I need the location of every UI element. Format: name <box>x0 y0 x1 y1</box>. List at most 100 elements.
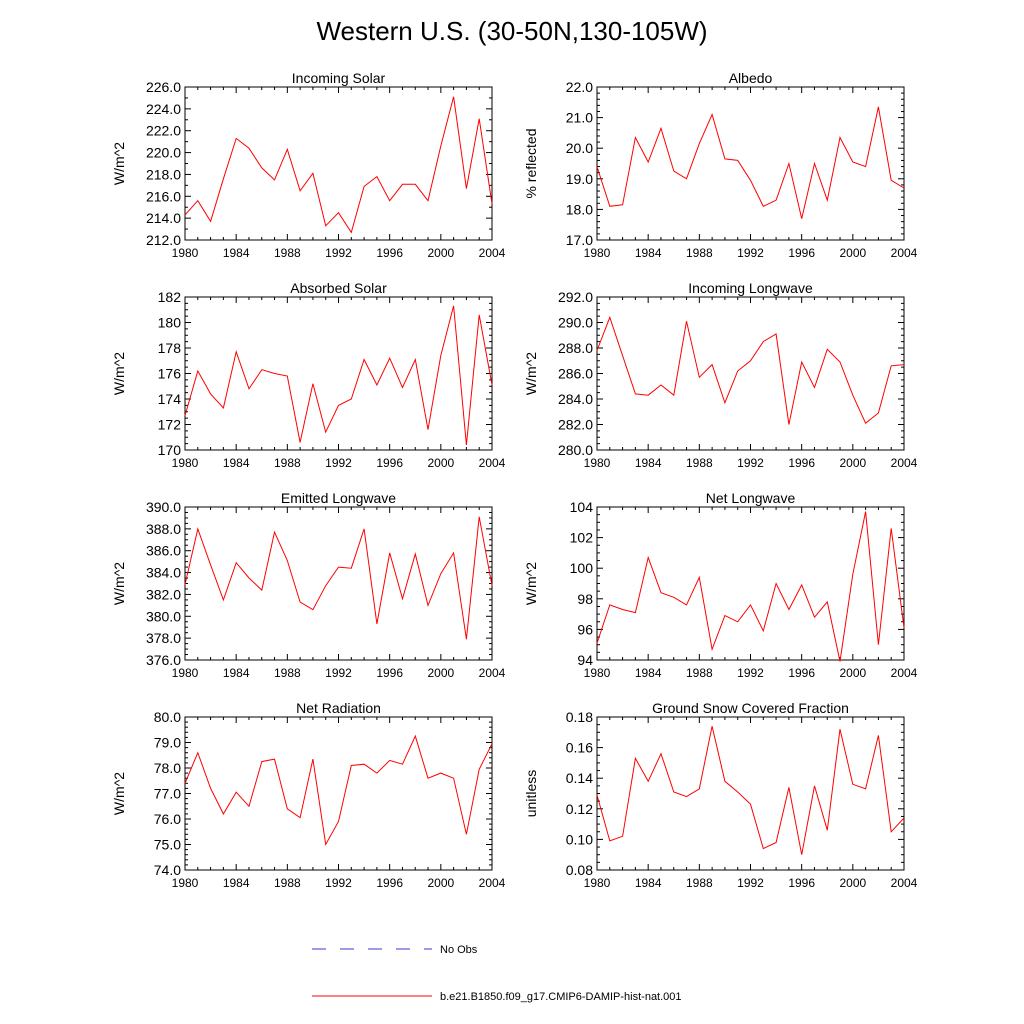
chart-absorbed-solar-xtick-label: 2004 <box>479 456 506 470</box>
chart-emitted-longwave-series-line <box>184 516 493 640</box>
chart-ground-snow-covered-fraction-xtick-label: 1984 <box>635 876 662 890</box>
chart-emitted-longwave-ytick-label: 386.0 <box>146 543 181 559</box>
chart-incoming-longwave-xtick-label: 1996 <box>788 456 815 470</box>
chart-incoming-longwave-title: Incoming Longwave <box>688 280 813 296</box>
chart-net-longwave: 1980 1984 1988 1992 1996 2000 2004 94 96 98 100 102… <box>523 490 918 680</box>
chart-ground-snow-covered-fraction-ytick-label: 0.14 <box>566 770 593 786</box>
chart-incoming-longwave-ylabel: W/m^2 <box>523 352 539 395</box>
chart-albedo-ylabel: % reflected <box>523 128 539 198</box>
chart-ground-snow-covered-fraction: 1980 1984 1988 1992 1996 2000 2004 0.08 0.10 0.12… <box>523 700 918 890</box>
chart-absorbed-solar-ytick-label: 180 <box>158 315 182 331</box>
chart-emitted-longwave-ytick-label: 382.0 <box>146 586 181 602</box>
chart-incoming-solar-xtick-label: 2000 <box>427 246 454 260</box>
chart-absorbed-solar-ylabel: W/m^2 <box>111 352 127 395</box>
chart-incoming-longwave-ytick-label: 280.0 <box>558 442 593 458</box>
chart-albedo-ytick-label: 18.0 <box>566 201 593 217</box>
chart-net-longwave-xtick-label: 1984 <box>635 666 662 680</box>
chart-absorbed-solar-xtick-label: 2000 <box>427 456 454 470</box>
chart-emitted-longwave-xtick-label: 1996 <box>376 666 403 680</box>
chart-incoming-longwave-xtick-label: 2000 <box>839 456 866 470</box>
chart-net-longwave-frame <box>596 506 905 661</box>
chart-incoming-longwave: 1980 1984 1988 1992 1996 2000 2004 280.0 282.0 28… <box>523 280 918 470</box>
chart-ground-snow-covered-fraction-ytick-label: 0.08 <box>566 862 593 878</box>
chart-emitted-longwave-xtick-label: 1984 <box>223 666 250 680</box>
chart-absorbed-solar-ytick-label: 170 <box>158 442 182 458</box>
chart-net-longwave-xtick-label: 1992 <box>737 666 764 680</box>
legend-label-no-obs: No Obs <box>440 944 478 956</box>
chart-net-longwave-xtick-label: 1996 <box>788 666 815 680</box>
chart-incoming-solar-ytick-label: 226.0 <box>146 79 181 95</box>
chart-net-longwave-ytick-label: 98 <box>577 591 593 607</box>
chart-albedo-ytick-label: 22.0 <box>566 79 593 95</box>
panels: 1980 1984 1988 1992 1996 2000 2004 212.0 214.0 21… <box>111 70 918 890</box>
chart-emitted-longwave-title: Emitted Longwave <box>281 490 396 506</box>
chart-net-radiation-ytick-label: 77.0 <box>154 786 181 802</box>
chart-emitted-longwave-ytick-label: 378.0 <box>146 630 181 646</box>
chart-net-radiation-xtick-label: 1984 <box>223 876 250 890</box>
chart-absorbed-solar-title: Absorbed Solar <box>290 280 387 296</box>
chart-incoming-solar: 1980 1984 1988 1992 1996 2000 2004 212.0 214.0 21… <box>111 70 506 260</box>
chart-absorbed-solar-xtick-label: 1992 <box>325 456 352 470</box>
chart-albedo-xtick-label: 1980 <box>584 246 611 260</box>
chart-albedo-ytick-label: 19.0 <box>566 171 593 187</box>
chart-albedo: 1980 1984 1988 1992 1996 2000 2004 17.0 18.0 19.0… <box>523 70 918 260</box>
chart-net-longwave-xtick-label: 1988 <box>686 666 713 680</box>
chart-incoming-solar-xtick-label: 1996 <box>376 246 403 260</box>
chart-albedo-xtick-label: 1988 <box>686 246 713 260</box>
chart-incoming-solar-xtick-label: 1980 <box>172 246 199 260</box>
chart-ground-snow-covered-fraction-xtick-label: 1988 <box>686 876 713 890</box>
chart-emitted-longwave-ytick-label: 376.0 <box>146 652 181 668</box>
chart-albedo-ytick-label: 20.0 <box>566 140 593 156</box>
chart-incoming-solar-frame <box>184 86 493 241</box>
chart-incoming-longwave-ytick-label: 292.0 <box>558 289 593 305</box>
chart-emitted-longwave-xtick-label: 2004 <box>479 666 506 680</box>
chart-emitted-longwave-frame <box>184 506 493 661</box>
chart-incoming-solar-ytick-label: 222.0 <box>146 123 181 139</box>
chart-absorbed-solar: 1980 1984 1988 1992 1996 2000 2004 170 172 174 176… <box>111 280 506 470</box>
chart-incoming-longwave-ytick-label: 284.0 <box>558 391 593 407</box>
chart-net-longwave-ylabel: W/m^2 <box>523 562 539 605</box>
chart-net-radiation: 1980 1984 1988 1992 1996 2000 2004 74.0 75.0 76.0… <box>111 700 506 890</box>
chart-net-longwave-xtick-label: 2000 <box>839 666 866 680</box>
chart-albedo-xtick-label: 2004 <box>891 246 918 260</box>
chart-albedo-xtick-label: 2000 <box>839 246 866 260</box>
chart-incoming-longwave-xtick-label: 1988 <box>686 456 713 470</box>
chart-ground-snow-covered-fraction-ytick-label: 0.10 <box>566 831 593 847</box>
chart-ground-snow-covered-fraction-xtick-label: 2000 <box>839 876 866 890</box>
chart-absorbed-solar-xtick-label: 1980 <box>172 456 199 470</box>
chart-ground-snow-covered-fraction-ylabel: unitless <box>523 770 539 817</box>
chart-net-longwave-series-line <box>596 511 905 662</box>
chart-emitted-longwave: 1980 1984 1988 1992 1996 2000 2004 376.0 378.0 38… <box>111 490 506 680</box>
chart-albedo-title: Albedo <box>729 70 773 86</box>
chart-incoming-solar-series-line <box>184 96 493 234</box>
chart-net-radiation-xtick-label: 2000 <box>427 876 454 890</box>
chart-incoming-longwave-xtick-label: 1984 <box>635 456 662 470</box>
chart-incoming-solar-xtick-label: 1992 <box>325 246 352 260</box>
chart-net-longwave-ytick-label: 104 <box>570 499 594 515</box>
chart-incoming-solar-xtick-label: 1984 <box>223 246 250 260</box>
chart-emitted-longwave-xtick-label: 1980 <box>172 666 199 680</box>
chart-emitted-longwave-xtick-label: 1988 <box>274 666 301 680</box>
legend-label-model: b.e21.B1850.f09_g17.CMIP6-DAMIP-hist-nat… <box>440 991 682 1003</box>
chart-incoming-solar-ytick-label: 220.0 <box>146 145 181 161</box>
chart-absorbed-solar-ytick-label: 172 <box>158 417 182 433</box>
chart-emitted-longwave-xtick-label: 2000 <box>427 666 454 680</box>
chart-net-radiation-frame <box>184 716 493 871</box>
chart-net-radiation-xtick-label: 2004 <box>479 876 506 890</box>
chart-net-longwave-xtick-label: 2004 <box>891 666 918 680</box>
chart-albedo-xtick-label: 1992 <box>737 246 764 260</box>
chart-incoming-solar-xtick-label: 1988 <box>274 246 301 260</box>
chart-emitted-longwave-xtick-label: 1992 <box>325 666 352 680</box>
chart-albedo-xtick-label: 1996 <box>788 246 815 260</box>
chart-emitted-longwave-ytick-label: 380.0 <box>146 608 181 624</box>
chart-incoming-longwave-xtick-label: 2004 <box>891 456 918 470</box>
chart-absorbed-solar-xtick-label: 1996 <box>376 456 403 470</box>
chart-albedo-ytick-label: 17.0 <box>566 232 593 248</box>
chart-net-longwave-ytick-label: 100 <box>570 560 594 576</box>
chart-net-radiation-ytick-label: 80.0 <box>154 709 181 725</box>
chart-net-longwave-ytick-label: 94 <box>577 652 593 668</box>
chart-emitted-longwave-ytick-label: 390.0 <box>146 499 181 515</box>
chart-ground-snow-covered-fraction-xtick-label: 1980 <box>584 876 611 890</box>
chart-absorbed-solar-xtick-label: 1984 <box>223 456 250 470</box>
